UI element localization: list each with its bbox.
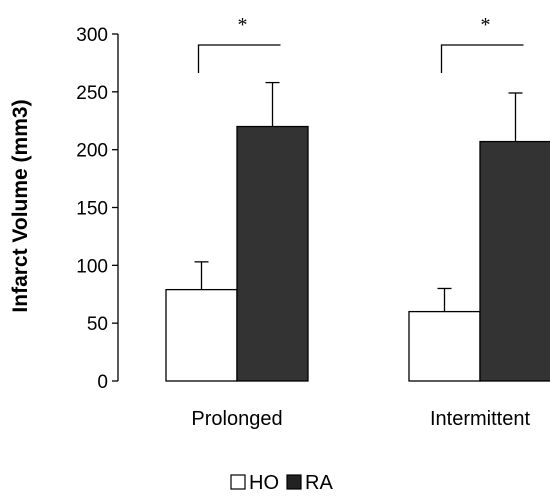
y-tick-label: 50 — [87, 314, 108, 335]
category-labels: Prolonged Intermittent — [191, 408, 530, 430]
y-tick-label: 300 — [76, 25, 108, 46]
significance-bracket — [440, 44, 524, 73]
y-tick-label: 150 — [76, 199, 108, 220]
y-axis: 0 50 100 150 200 250 300 — [76, 25, 119, 393]
bar-ho-prolonged — [165, 288, 238, 382]
y-tick-label: 0 — [97, 372, 108, 393]
significance-bracket — [197, 44, 281, 73]
legend-label-ra: RA — [305, 472, 333, 494]
bar-ra-prolonged — [236, 125, 309, 382]
legend: HO RA — [230, 472, 333, 494]
significance-star: * — [238, 14, 248, 36]
y-axis-label: Infarct Volume (mm3) — [9, 99, 32, 312]
y-tick-label: 100 — [76, 256, 108, 277]
bar-ra-intermittent — [479, 140, 550, 382]
error-bars — [194, 81, 523, 312]
significance-brackets: * * — [197, 14, 524, 73]
x-category-label: Prolonged — [191, 408, 282, 430]
y-tick-label: 200 — [76, 141, 108, 162]
x-category-label: Intermittent — [430, 408, 530, 430]
y-tick-label: 250 — [76, 83, 108, 104]
bar-ho-intermittent — [408, 310, 481, 382]
legend-swatch-ho — [230, 474, 246, 490]
bars — [165, 125, 550, 382]
legend-label-ho: HO — [249, 472, 279, 494]
legend-swatch-ra — [286, 474, 302, 490]
significance-star: * — [481, 14, 491, 36]
